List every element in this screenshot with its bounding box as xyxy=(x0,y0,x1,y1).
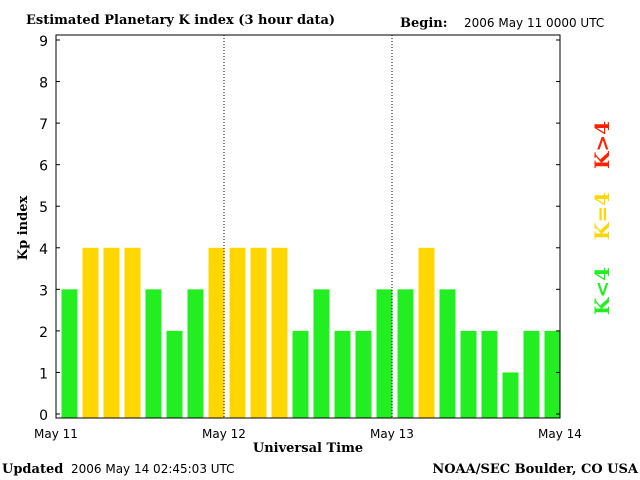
kp-bar xyxy=(355,330,372,418)
kp-bar xyxy=(61,289,78,418)
x-tick-label: May 13 xyxy=(370,427,414,441)
kp-bar xyxy=(124,247,141,418)
kp-bar xyxy=(460,330,477,418)
y-tick-label: 8 xyxy=(39,76,48,92)
y-tick-label: 0 xyxy=(39,408,48,424)
kp-bar xyxy=(502,372,519,418)
y-tick-label: 9 xyxy=(39,34,48,50)
x-tick-label: May 12 xyxy=(202,427,246,441)
kp-bar xyxy=(334,330,351,418)
kp-bar xyxy=(418,247,435,418)
kp-bar xyxy=(292,330,309,418)
kp-bar xyxy=(376,289,393,418)
y-tick-label: 3 xyxy=(39,283,48,299)
kp-bar xyxy=(313,289,330,418)
kp-bar xyxy=(271,247,288,418)
x-tick-label: May 11 xyxy=(34,427,78,441)
kp-bar xyxy=(523,330,540,418)
kp-bar xyxy=(229,247,246,418)
y-tick-label: 2 xyxy=(39,325,48,341)
y-tick-label: 7 xyxy=(39,117,48,133)
legend-entry: K=4 xyxy=(590,192,614,240)
kp-bar xyxy=(145,289,162,418)
y-tick-label: 4 xyxy=(39,242,48,258)
updated-label: Updated xyxy=(2,462,63,477)
begin-label: Begin: xyxy=(400,16,448,31)
plot-frame xyxy=(55,34,561,419)
updated-value: 2006 May 14 02:45:03 UTC xyxy=(71,462,235,476)
kp-bar xyxy=(103,247,120,418)
legend-entry: K>4 xyxy=(590,121,614,169)
begin-value: 2006 May 11 0000 UTC xyxy=(464,16,604,30)
x-axis-label: Universal Time xyxy=(253,441,363,456)
x-tick-label: May 14 xyxy=(538,427,582,441)
y-tick-label: 5 xyxy=(39,200,48,216)
y-tick-label: 6 xyxy=(39,159,48,175)
legend-entry: K<4 xyxy=(590,267,614,315)
kp-bar xyxy=(82,247,99,418)
kp-bar xyxy=(187,289,204,418)
kp-bar xyxy=(481,330,498,418)
kp-bar xyxy=(208,247,225,418)
kp-bar xyxy=(397,289,414,418)
kp-bar xyxy=(439,289,456,418)
kp-bar xyxy=(250,247,267,418)
chart-title: Estimated Planetary K index (3 hour data… xyxy=(26,13,335,28)
kp-bar xyxy=(544,330,561,418)
source-credit: NOAA/SEC Boulder, CO USA xyxy=(432,462,639,477)
y-axis-label: Kp index xyxy=(16,196,31,261)
y-tick-label: 1 xyxy=(39,366,48,382)
kp-bar xyxy=(166,330,183,418)
